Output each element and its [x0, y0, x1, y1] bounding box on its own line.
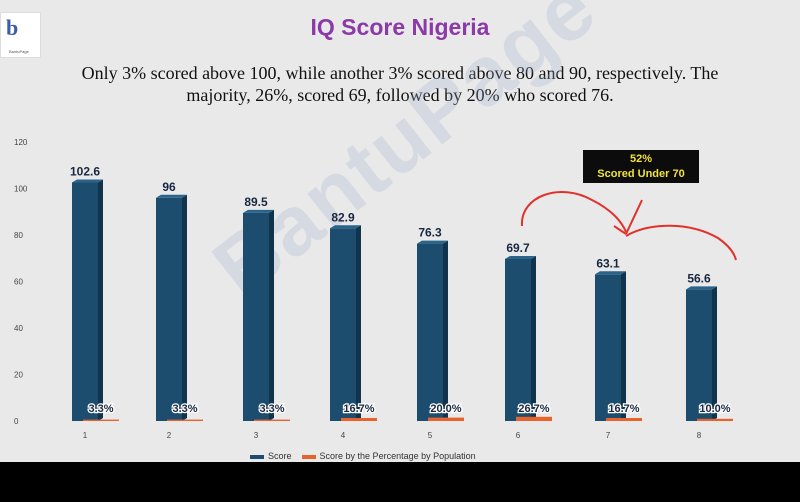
callout-percent: 52% — [629, 153, 653, 165]
score-bar-top — [72, 179, 103, 183]
score-data-label: 89.5 — [244, 195, 268, 209]
y-tick-label: 20 — [14, 371, 23, 380]
score-bar-side — [621, 271, 626, 421]
y-tick-label: 60 — [14, 278, 23, 287]
percent-data-label: 20.0% — [430, 403, 461, 415]
score-bar-top — [505, 255, 536, 259]
percent-bar — [167, 419, 203, 421]
annotation-arrow-right — [625, 224, 737, 261]
x-tick-label: 1 — [83, 431, 88, 440]
score-bar — [330, 228, 356, 421]
score-bar-side — [182, 194, 187, 421]
x-tick-label: 8 — [697, 431, 702, 440]
score-bar-top — [595, 271, 626, 275]
score-data-label: 82.9 — [331, 210, 355, 224]
percent-data-label: 16.7% — [343, 403, 374, 415]
score-bar — [72, 182, 98, 421]
percent-data-label: 10.0% — [699, 403, 730, 415]
chart-title: IQ Score Nigeria — [310, 14, 490, 40]
legend-percent-label: Score by the Percentage by Population — [319, 451, 476, 461]
score-data-label: 102.6 — [70, 164, 100, 178]
score-bar-top — [243, 209, 274, 213]
percent-data-label: 26.7% — [518, 403, 549, 415]
percent-bar — [516, 416, 552, 421]
x-tick-label: 3 — [254, 431, 259, 440]
score-data-label: 56.6 — [687, 271, 711, 285]
score-bar-side — [98, 179, 103, 421]
x-tick-label: 5 — [428, 431, 433, 440]
chart-frame: b BantuPage IQ Score Nigeria Only 3% sco… — [0, 0, 800, 462]
y-tick-label: 0 — [14, 417, 19, 426]
score-bar-side — [356, 225, 361, 421]
score-bar-top — [417, 240, 448, 244]
percent-data-label: 16.7% — [608, 403, 639, 415]
percent-bar — [83, 419, 119, 421]
percent-bar — [254, 419, 290, 421]
legend-score-swatch — [250, 454, 264, 459]
chart-legend: Score Score by the Percentage by Populat… — [250, 451, 476, 461]
annotation-callout: 52% Scored Under 70 — [583, 150, 699, 183]
x-tick-label: 4 — [341, 431, 346, 440]
chart-subtitle: Only 3% scored above 100, while another … — [81, 63, 719, 105]
score-bar — [156, 197, 182, 421]
score-bar — [595, 274, 621, 421]
callout-text: Scored Under 70 — [597, 168, 685, 180]
score-bar — [243, 212, 269, 421]
score-bar — [417, 243, 443, 421]
bar-chart: 0 20 40 60 80 100 120 102.6 3.3% 1 96 3.3% 2 89.5 3.3%… — [14, 138, 737, 440]
score-bar-top — [156, 194, 187, 198]
score-bar-side — [269, 209, 274, 421]
y-tick-label: 80 — [14, 231, 23, 240]
percent-bar — [341, 417, 377, 421]
percent-bar — [697, 418, 733, 421]
annotation-arrow-left — [520, 191, 627, 233]
score-bar-side — [443, 240, 448, 421]
percent-data-label: 3.3% — [172, 403, 197, 415]
x-tick-label: 2 — [167, 431, 172, 440]
annotation-arrowhead — [613, 199, 643, 235]
legend-score-label: Score — [268, 451, 292, 461]
percent-bar — [428, 417, 464, 421]
score-bar-top — [686, 286, 717, 290]
score-data-label: 96 — [162, 180, 176, 194]
score-bar-side — [712, 286, 717, 421]
percent-data-label: 3.3% — [259, 403, 284, 415]
y-tick-label: 120 — [14, 138, 28, 147]
score-data-label: 76.3 — [418, 226, 442, 240]
score-bar-top — [330, 225, 361, 229]
legend-percent-swatch — [301, 454, 316, 459]
score-data-label: 69.7 — [506, 241, 530, 255]
y-tick-label: 40 — [14, 324, 23, 333]
y-tick-label: 100 — [14, 185, 28, 194]
score-bar-side — [531, 255, 536, 421]
x-tick-label: 7 — [606, 431, 611, 440]
bantupage-logo-icon: b BantuPage — [0, 12, 41, 58]
percent-data-label: 3.3% — [88, 403, 113, 415]
score-data-label: 63.1 — [596, 256, 620, 270]
score-bar — [505, 258, 531, 421]
score-bar — [686, 289, 712, 421]
percent-bar — [606, 417, 642, 421]
x-tick-label: 6 — [516, 431, 521, 440]
